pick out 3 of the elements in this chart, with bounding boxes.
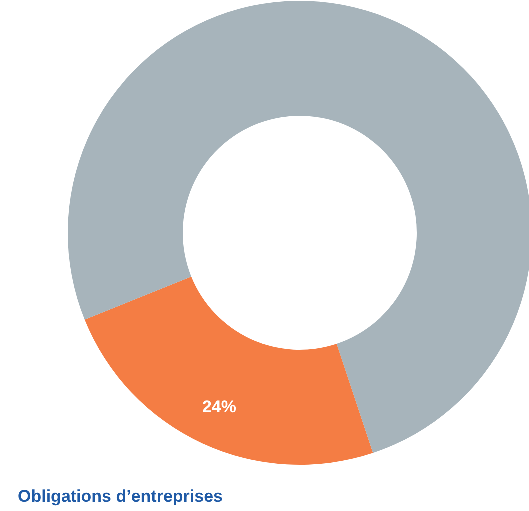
data-label: 24% <box>202 397 236 416</box>
donut-slice <box>84 276 374 465</box>
text: Obligations d’entreprises <box>18 487 223 506</box>
